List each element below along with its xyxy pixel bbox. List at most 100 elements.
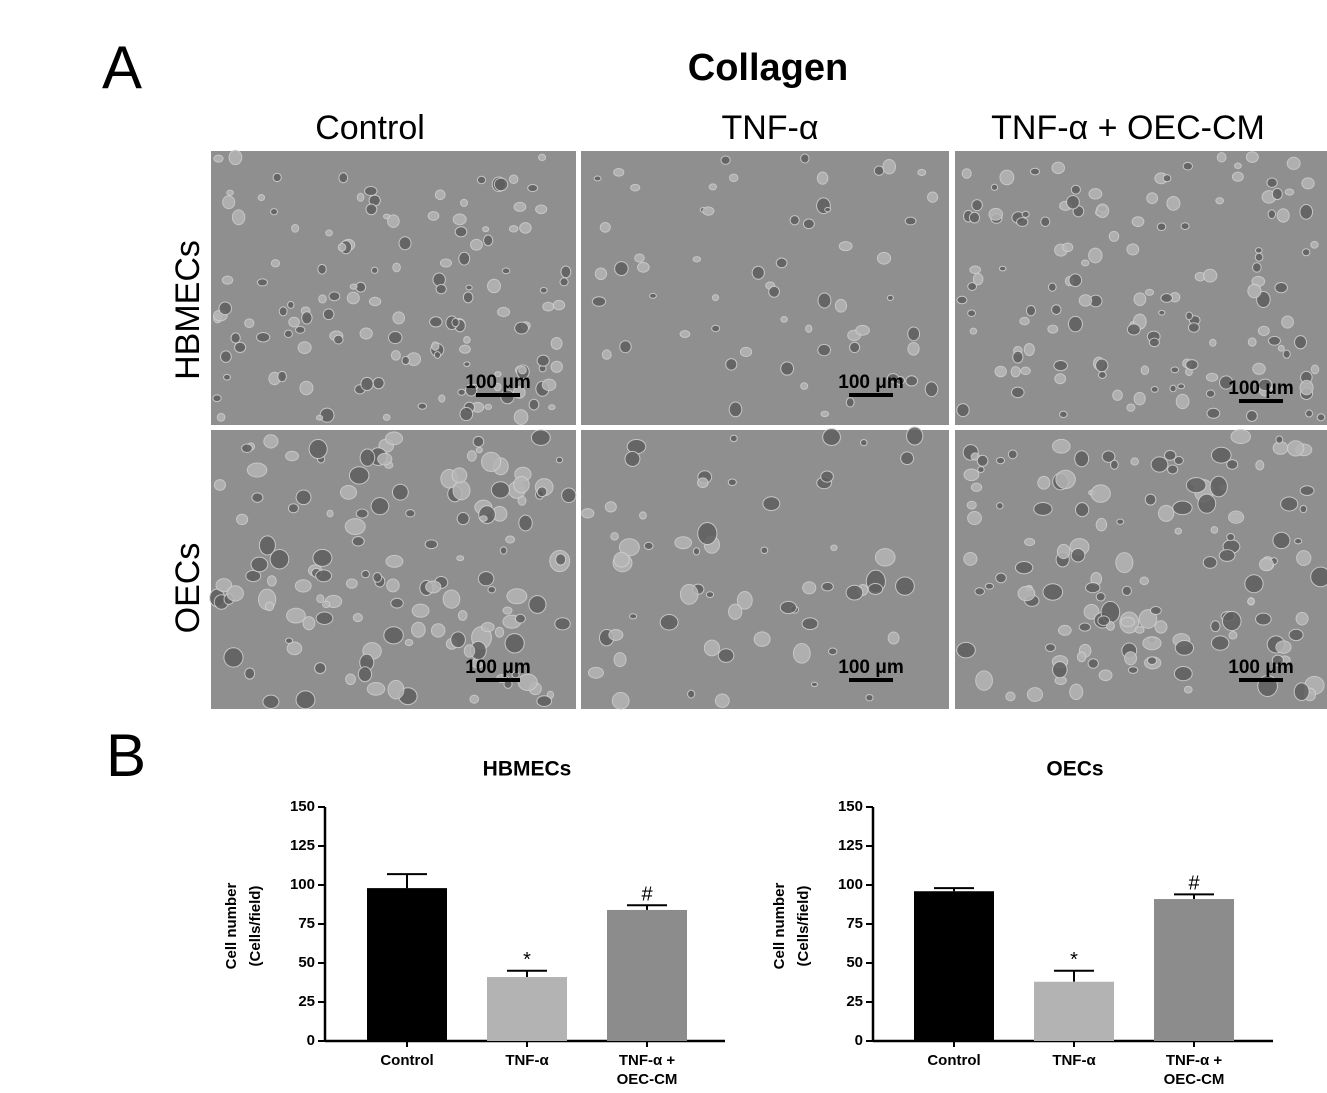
cell: [357, 666, 373, 683]
cell: [905, 375, 919, 387]
cell: [1252, 262, 1262, 273]
cell: [1247, 283, 1262, 299]
significance-mark: #: [1188, 873, 1200, 895]
cell: [1076, 651, 1087, 663]
scale-bar-label: 100 μm: [838, 657, 904, 678]
cell: [1252, 362, 1266, 375]
cell: [490, 481, 510, 499]
cell: [391, 483, 409, 501]
cell: [1228, 510, 1245, 524]
micrograph: [581, 430, 949, 709]
cell: [995, 456, 1006, 465]
cell: [1115, 552, 1134, 574]
panel-label: B: [106, 722, 146, 789]
cell: [1116, 518, 1125, 525]
cell: [312, 548, 333, 567]
cell: [401, 355, 410, 366]
cell: [514, 321, 529, 335]
cell: [816, 171, 829, 185]
cell: [822, 428, 841, 446]
cell: [1029, 167, 1041, 176]
cell: [344, 518, 366, 536]
cell: [594, 267, 608, 281]
cell: [337, 242, 347, 252]
y-tick-label: 50: [846, 954, 863, 971]
cell: [365, 203, 378, 216]
y-tick-label: 0: [307, 1032, 315, 1049]
cell: [251, 492, 264, 503]
cell: [457, 610, 468, 621]
cell: [212, 394, 222, 403]
cell: [424, 539, 439, 550]
cell: [865, 693, 874, 702]
cell: [629, 613, 638, 620]
cell: [256, 331, 271, 343]
x-tick-label: TNF-α +: [619, 1052, 676, 1069]
cell: [860, 439, 868, 447]
cell: [434, 189, 446, 201]
cell: [969, 265, 982, 275]
cell: [1150, 456, 1169, 473]
cell: [1210, 526, 1219, 534]
cell: [1310, 240, 1319, 249]
cell: [967, 282, 978, 291]
cell: [963, 468, 980, 482]
cell: [460, 198, 469, 207]
cell: [1177, 383, 1186, 390]
cell: [504, 633, 525, 654]
cell: [1205, 389, 1216, 398]
cell: [779, 600, 797, 615]
cell: [363, 186, 378, 197]
cell: [1275, 435, 1284, 444]
cell: [876, 251, 892, 265]
x-tick-label: OEC-CM: [1164, 1071, 1225, 1088]
cell: [1037, 475, 1051, 490]
cell: [988, 207, 1004, 221]
cell: [328, 291, 341, 302]
cell: [1120, 616, 1136, 628]
cell: [257, 194, 266, 202]
cell: [392, 311, 405, 325]
cell: [768, 285, 780, 298]
cell: [1167, 464, 1179, 475]
cell: [887, 631, 900, 645]
cell: [226, 585, 244, 602]
cell: [1268, 335, 1281, 346]
cell: [1182, 161, 1193, 171]
cell: [317, 263, 327, 275]
cell: [1172, 500, 1193, 516]
cell: [1294, 538, 1303, 545]
cell: [536, 695, 553, 707]
cell: [1185, 311, 1194, 321]
cell: [435, 283, 447, 295]
cell: [1274, 281, 1288, 294]
cell: [1149, 606, 1162, 616]
cell: [1185, 477, 1207, 494]
x-tick-label: TNF-α +: [1166, 1052, 1223, 1069]
cell: [1150, 386, 1159, 393]
cell: [494, 371, 502, 378]
cell: [610, 532, 619, 541]
cell: [463, 644, 476, 658]
cell: [1095, 517, 1108, 532]
cell: [1070, 184, 1081, 195]
cell: [1121, 585, 1132, 596]
cell: [1197, 493, 1217, 514]
cell: [372, 376, 385, 390]
y-tick-label: 50: [298, 954, 315, 971]
cell: [1112, 389, 1123, 401]
cell: [427, 211, 440, 221]
cell: [230, 332, 241, 344]
cell: [264, 601, 275, 612]
cell: [613, 652, 627, 668]
panel-label: A: [102, 34, 142, 101]
cell: [386, 578, 400, 593]
cell: [805, 324, 813, 333]
cell: [464, 383, 478, 397]
cell: [1108, 230, 1120, 242]
cell: [322, 308, 335, 321]
cell: [226, 189, 234, 196]
cell: [411, 621, 426, 638]
cell: [967, 309, 977, 317]
cell: [451, 467, 468, 484]
